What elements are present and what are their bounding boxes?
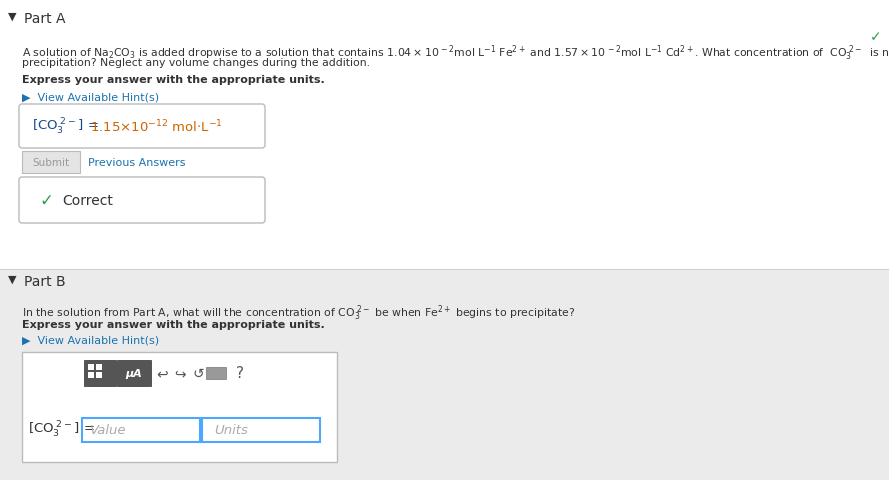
Text: ↺: ↺ xyxy=(192,366,204,380)
FancyBboxPatch shape xyxy=(96,364,102,370)
Text: Previous Answers: Previous Answers xyxy=(88,157,186,168)
FancyBboxPatch shape xyxy=(19,178,265,224)
Text: Part B: Part B xyxy=(24,275,66,288)
Text: Express your answer with the appropriate units.: Express your answer with the appropriate… xyxy=(22,75,324,85)
FancyBboxPatch shape xyxy=(19,105,265,149)
Text: Value: Value xyxy=(90,424,126,437)
Text: Correct: Correct xyxy=(62,193,113,207)
FancyBboxPatch shape xyxy=(22,152,80,174)
Text: ✓: ✓ xyxy=(870,30,882,44)
Text: ↪: ↪ xyxy=(174,366,186,380)
Text: ↩: ↩ xyxy=(156,366,168,380)
Text: Submit: Submit xyxy=(32,157,69,168)
Text: $\mathregular{1.15{\times}10^{-12}\ mol{\cdot}L^{-1}}$: $\mathregular{1.15{\times}10^{-12}\ mol{… xyxy=(90,119,223,135)
Text: ?: ? xyxy=(236,366,244,381)
Text: $\mathregular{[CO_3^{\ 2-}]}$ =: $\mathregular{[CO_3^{\ 2-}]}$ = xyxy=(28,419,94,439)
Text: precipitation? Neglect any volume changes during the addition.: precipitation? Neglect any volume change… xyxy=(22,58,370,68)
FancyBboxPatch shape xyxy=(0,0,889,269)
FancyBboxPatch shape xyxy=(206,367,226,379)
FancyBboxPatch shape xyxy=(0,269,889,480)
Text: Units: Units xyxy=(214,424,248,437)
FancyBboxPatch shape xyxy=(202,418,320,442)
Text: In the solution from Part A, what will the concentration of $\mathregular{CO_3^{: In the solution from Part A, what will t… xyxy=(22,302,575,322)
Text: ▼: ▼ xyxy=(8,12,17,22)
FancyBboxPatch shape xyxy=(117,360,151,386)
Text: ✓: ✓ xyxy=(40,192,54,210)
Text: ▶  View Available Hint(s): ▶ View Available Hint(s) xyxy=(22,336,159,345)
FancyBboxPatch shape xyxy=(88,364,94,370)
FancyBboxPatch shape xyxy=(88,372,94,378)
FancyBboxPatch shape xyxy=(96,372,102,378)
FancyBboxPatch shape xyxy=(82,418,200,442)
Text: ▶  View Available Hint(s): ▶ View Available Hint(s) xyxy=(22,92,159,102)
Text: μA: μA xyxy=(125,368,142,378)
FancyBboxPatch shape xyxy=(22,352,337,462)
Text: $\mathregular{[CO_3^{\ 2-}]}$ =: $\mathregular{[CO_3^{\ 2-}]}$ = xyxy=(32,117,99,137)
Text: A solution of $\mathregular{Na_2CO_3}$ is added dropwise to a solution that cont: A solution of $\mathregular{Na_2CO_3}$ i… xyxy=(22,43,889,62)
FancyBboxPatch shape xyxy=(84,360,116,386)
Text: Part A: Part A xyxy=(24,12,66,26)
Text: Express your answer with the appropriate units.: Express your answer with the appropriate… xyxy=(22,319,324,329)
Text: ▼: ▼ xyxy=(8,275,17,285)
